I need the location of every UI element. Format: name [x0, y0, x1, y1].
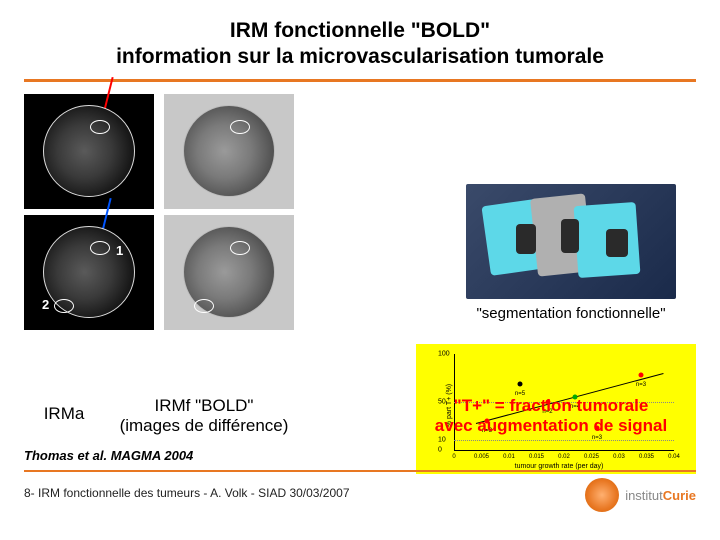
chart-x-axis — [454, 450, 674, 451]
slide-title: IRM fonctionnelle "BOLD" information sur… — [0, 0, 720, 79]
mri-bold-top — [164, 94, 294, 209]
chart-xtick: 0 — [452, 454, 455, 460]
label-irmf: IRMf "BOLD" (images de différence) — [104, 396, 304, 437]
chart-xtick: 0.01 — [503, 454, 515, 460]
segmentation-render — [466, 184, 676, 299]
logo-circle-icon — [585, 478, 619, 512]
chart-xtick: 0.005 — [474, 454, 489, 460]
segmentation-block: "segmentation fonctionnelle" — [446, 184, 696, 322]
footer-divider — [24, 470, 696, 472]
chart-xtick: 0.035 — [639, 454, 654, 460]
chart-xtick: 0.015 — [529, 454, 544, 460]
chart-xtick: 0.025 — [584, 454, 599, 460]
label-tplus: "T+" = fraction tumorale avec augmentati… — [406, 396, 696, 437]
label-irma: IRMa — [24, 396, 104, 424]
chart-ytick: 10 — [438, 436, 446, 443]
mri-bold-bottom — [164, 215, 294, 330]
roi-number-2: 2 — [42, 297, 49, 312]
institut-curie-logo: institutCurie — [585, 478, 696, 512]
title-line-1: IRM fonctionnelle "BOLD" — [230, 19, 490, 42]
footer-text: 8- IRM fonctionnelle des tumeurs - A. Vo… — [24, 486, 350, 500]
mri-anatomical-top — [24, 94, 154, 209]
mri-anatomical-bottom: 1 2 — [24, 215, 154, 330]
bottom-labels: IRMa IRMf "BOLD" (images de différence) … — [24, 396, 696, 437]
chart-xtick: 0.04 — [668, 454, 680, 460]
chart-ytick: 100 — [438, 350, 450, 357]
content-area: 1 2 "segmentation fonctionnelle" % part … — [0, 82, 720, 330]
logo-text: institutCurie — [625, 489, 696, 502]
title-line-2: information sur la microvascularisation … — [116, 45, 604, 68]
roi-number-1: 1 — [116, 243, 123, 258]
segmentation-label: "segmentation fonctionnelle" — [446, 305, 696, 322]
chart-point — [639, 372, 644, 377]
reference-citation: Thomas et al. MAGMA 2004 — [24, 448, 193, 463]
chart-xtick: 0.03 — [613, 454, 625, 460]
chart-point-label: n=3 — [636, 382, 646, 388]
chart-ytick: 0 — [438, 446, 442, 453]
chart-xlabel: tumour growth rate (per day) — [515, 463, 604, 470]
chart-xtick: 0.02 — [558, 454, 570, 460]
chart-point — [518, 382, 523, 387]
chart-gridline — [454, 440, 674, 441]
